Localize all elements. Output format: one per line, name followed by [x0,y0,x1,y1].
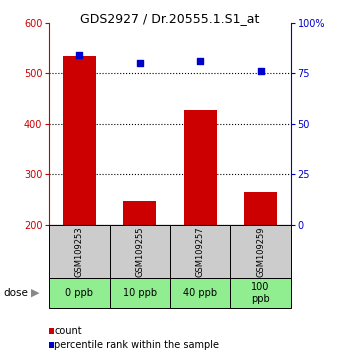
Text: 100
ppb: 100 ppb [251,282,270,304]
Point [137,61,142,66]
Text: dose: dose [3,288,28,298]
Text: count: count [54,326,82,336]
Text: percentile rank within the sample: percentile rank within the sample [54,340,219,350]
Text: GSM109253: GSM109253 [75,226,84,277]
Bar [170,225,231,278]
Text: GDS2927 / Dr.20555.1.S1_at: GDS2927 / Dr.20555.1.S1_at [80,12,260,25]
Text: 10 ppb: 10 ppb [123,288,157,298]
Bar [109,225,170,278]
Point [198,58,203,64]
Point [77,52,82,58]
Bar [170,278,231,308]
Bar [184,110,217,225]
Bar [244,192,277,225]
Text: GSM109255: GSM109255 [135,226,144,276]
Bar [49,278,109,308]
Bar [230,278,291,308]
Bar [123,201,156,225]
Text: 40 ppb: 40 ppb [183,288,217,298]
Bar [49,225,109,278]
Bar [63,56,96,225]
Point [258,69,263,74]
Bar [109,278,170,308]
Text: GSM109257: GSM109257 [196,226,205,277]
Bar [230,225,291,278]
Text: ▶: ▶ [31,288,40,298]
Text: GSM109259: GSM109259 [256,226,265,276]
Text: 0 ppb: 0 ppb [66,288,94,298]
